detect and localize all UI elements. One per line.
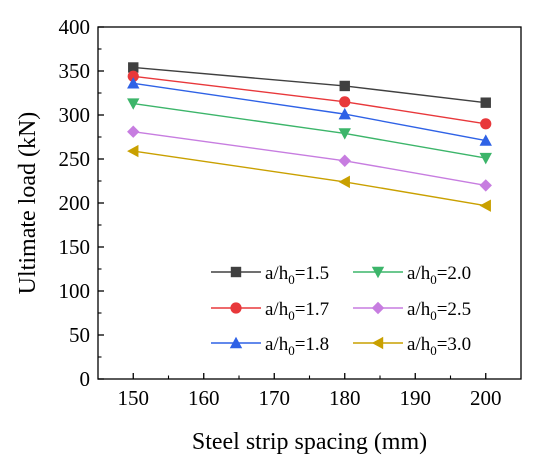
x-tick-label-0: 150 xyxy=(118,386,150,410)
data-point-4-3 xyxy=(479,152,492,165)
y-tick-label-0: 0 xyxy=(80,367,91,391)
legend-label-subscript: 0 xyxy=(288,272,295,287)
legend-label-main: a/h xyxy=(265,299,289,320)
legend-label-value: =1.5 xyxy=(295,263,329,284)
legend-marker-2 xyxy=(230,302,242,314)
x-tick-label-4: 190 xyxy=(400,386,432,410)
legend-label-2: a/h0=1.7 xyxy=(265,299,329,323)
legend-label-3: a/h0=1.8 xyxy=(265,334,329,358)
legend-label-value: =3.0 xyxy=(437,334,471,355)
y-tick-label-6: 300 xyxy=(59,103,91,127)
data-point-3-3 xyxy=(479,134,492,146)
data-point-1-1 xyxy=(128,62,139,73)
legend-marker-5 xyxy=(371,301,385,315)
y-tick-label-2: 100 xyxy=(59,279,91,303)
legend-label-6: a/h0=3.0 xyxy=(407,334,471,358)
plot-area xyxy=(127,62,492,212)
legend-entry-4: a/h0=2.0 xyxy=(353,263,471,287)
data-point-5-3 xyxy=(479,179,492,192)
legend-entry-6: a/h0=3.0 xyxy=(353,334,471,358)
legend-entry-5: a/h0=2.5 xyxy=(353,299,471,323)
data-point-2-1 xyxy=(127,70,139,82)
x-axis-title: Steel strip spacing (mm) xyxy=(192,429,427,455)
legend-marker-6 xyxy=(371,336,384,350)
y-tick-label-1: 50 xyxy=(69,323,90,347)
y-tick-label-7: 350 xyxy=(59,59,91,83)
x-tick-label-3: 180 xyxy=(329,386,361,410)
legend: a/h0=1.5a/h0=1.7a/h0=1.8a/h0=2.0a/h0=2.5… xyxy=(211,263,471,358)
data-point-4-1 xyxy=(127,98,140,110)
legend-entry-3: a/h0=1.8 xyxy=(211,334,329,358)
legend-label-subscript: 0 xyxy=(430,343,437,358)
legend-label-main: a/h xyxy=(265,334,289,355)
y-tick-label-5: 250 xyxy=(59,147,91,171)
x-tick-label-1: 160 xyxy=(188,386,220,410)
data-point-4-2 xyxy=(338,128,351,140)
data-point-3-2 xyxy=(338,107,351,120)
legend-entry-1: a/h0=1.5 xyxy=(211,263,329,287)
legend-label-value: =1.8 xyxy=(295,334,329,355)
data-point-5-1 xyxy=(127,125,140,138)
axes: 0 50 100 150 200 250 300 350 400 150 160 170 180 190 2… xyxy=(59,15,522,410)
legend-label-value: =2.0 xyxy=(437,263,471,284)
legend-marker-3 xyxy=(229,336,243,349)
legend-label-5: a/h0=2.5 xyxy=(407,299,471,323)
legend-label-main: a/h xyxy=(265,263,289,284)
series-line-3 xyxy=(133,82,486,142)
data-point-2-2 xyxy=(339,96,351,108)
legend-label-main: a/h xyxy=(407,334,431,355)
legend-label-1: a/h0=1.5 xyxy=(265,263,329,287)
legend-marker-4 xyxy=(371,266,385,279)
legend-label-value: =2.5 xyxy=(437,299,471,320)
legend-label-main: a/h xyxy=(407,299,431,320)
data-point-1-2 xyxy=(339,80,350,92)
y-tick-label-3: 150 xyxy=(59,235,91,259)
legend-label-subscript: 0 xyxy=(430,272,437,287)
data-point-5-2 xyxy=(338,154,351,167)
data-point-6-3 xyxy=(479,199,491,212)
data-point-3-1 xyxy=(127,77,140,89)
data-point-6-1 xyxy=(127,144,139,158)
series-line-6 xyxy=(133,150,486,207)
data-point-2-3 xyxy=(480,118,492,130)
y-axis-title: Ultimate load (kN) xyxy=(15,112,41,295)
legend-marker-1 xyxy=(230,266,242,278)
legend-label-main: a/h xyxy=(407,263,431,284)
data-point-1-3 xyxy=(480,97,491,108)
legend-entry-2: a/h0=1.7 xyxy=(211,299,329,323)
data-point-6-2 xyxy=(338,175,350,189)
legend-label-subscript: 0 xyxy=(288,308,295,323)
legend-label-subscript: 0 xyxy=(288,343,295,358)
legend-label-subscript: 0 xyxy=(430,308,437,323)
x-tick-label-5: 200 xyxy=(470,386,502,410)
y-tick-label-4: 200 xyxy=(59,191,91,215)
x-tick-label-2: 170 xyxy=(259,386,291,410)
legend-label-4: a/h0=2.0 xyxy=(407,263,471,287)
y-tick-label-8: 400 xyxy=(59,15,91,39)
legend-label-value: =1.7 xyxy=(295,299,329,320)
